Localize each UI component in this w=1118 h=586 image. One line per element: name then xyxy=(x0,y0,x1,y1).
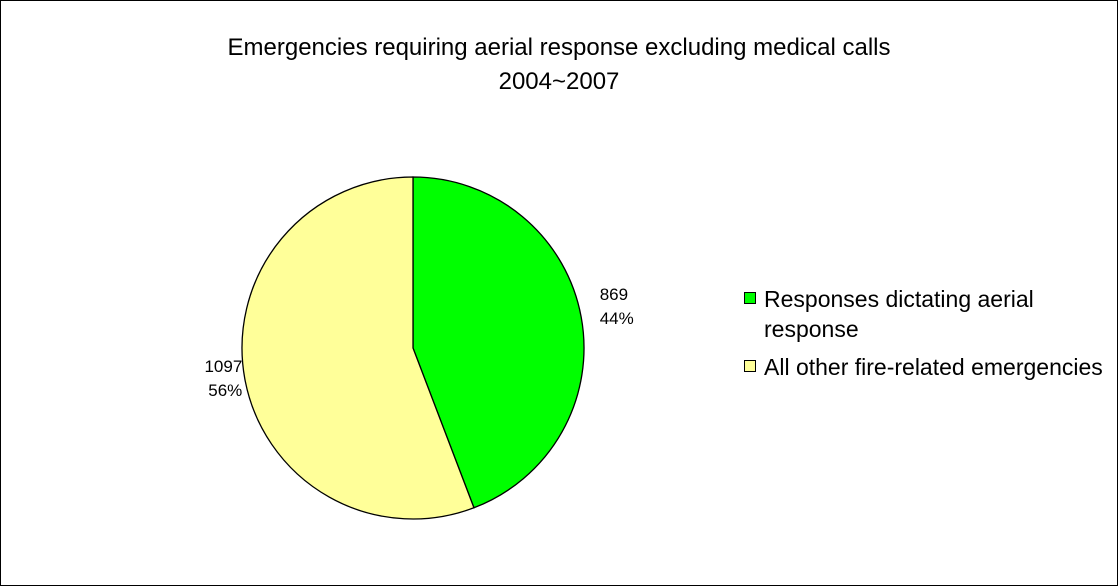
slice-value-label-1: 1097 xyxy=(204,357,242,376)
pie-slice-0 xyxy=(412,176,585,509)
chart-title: Emergencies requiring aerial response ex… xyxy=(227,34,891,61)
slice-percent-label-1: 56% xyxy=(208,381,242,400)
legend-item-responses-dictating-aerial: Responses dictating aerial response xyxy=(744,284,1104,344)
slice-value-label-0: 869 xyxy=(600,285,628,304)
legend-label: Responses dictating aerial response xyxy=(764,286,1034,342)
pie-slice-labels: 869 44% 1097 56% xyxy=(204,285,633,400)
chart-subtitle: 2004~2007 xyxy=(498,68,620,95)
pie-slice-1 xyxy=(241,176,475,520)
slice-percent-label-0: 44% xyxy=(600,309,634,328)
pie-slices xyxy=(241,176,585,520)
legend-swatch-green xyxy=(744,292,756,304)
chart-legend: Responses dictating aerial response All … xyxy=(744,284,1104,390)
legend-label: All other fire-related emergencies xyxy=(764,354,1103,380)
legend-swatch-yellow xyxy=(744,360,756,372)
chart-title-block: Emergencies requiring aerial response ex… xyxy=(1,31,1117,99)
legend-item-all-other-fire-related: All other fire-related emergencies xyxy=(744,352,1104,382)
